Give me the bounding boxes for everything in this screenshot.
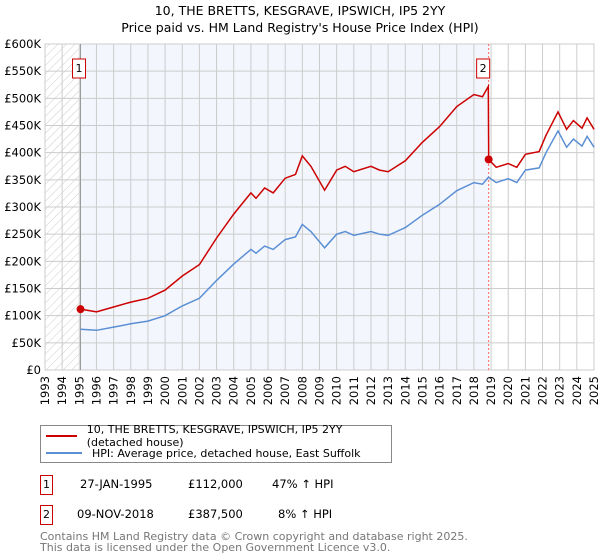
transaction-date: 27-JAN-1995	[80, 477, 153, 491]
x-tick-label: 1998	[124, 376, 138, 405]
x-tick-label: 2013	[381, 376, 395, 405]
x-tick-label: 2014	[398, 376, 412, 405]
property-price-line	[80, 83, 595, 313]
sale-point-2	[484, 155, 493, 164]
y-tick-label: £100K	[4, 309, 41, 323]
x-tick-label: 2012	[364, 376, 378, 405]
annotation-label-2: 2	[480, 62, 487, 75]
legend-label: HPI: Average price, detached house, East…	[92, 446, 361, 460]
x-tick-label: 2008	[295, 376, 309, 405]
x-tick-label: 1996	[89, 376, 103, 405]
y-tick-label: £200K	[4, 254, 41, 268]
x-tick-label: 2007	[278, 376, 292, 405]
y-tick-label: £500K	[4, 91, 41, 105]
footer-line: This data is licensed under the Open Gov…	[40, 541, 391, 554]
sale-point-1	[76, 305, 85, 314]
price-chart: 1993 1994 1995 1996 1997 1998 1999 2000 2001 2002…	[4, 37, 600, 405]
x-tick-label: 2024	[570, 376, 584, 405]
legend-swatch-red	[46, 435, 77, 437]
legend-item-property: 10, THE BRETTS, KESGRAVE, IPSWICH, IP5 2…	[41, 423, 391, 449]
chart-title: 10, THE BRETTS, KESGRAVE, IPSWICH, IP5 2…	[154, 3, 446, 18]
transaction-row: 1 27-JAN-1995 £112,000 47% ↑ HPI	[40, 475, 440, 495]
x-tick-label: 2011	[347, 376, 361, 405]
hpi-line	[80, 129, 595, 332]
y-tick-label: £150K	[4, 282, 41, 296]
y-tick-label: £550K	[4, 64, 41, 78]
x-tick-label: 2021	[518, 376, 532, 405]
y-tick-label: £350K	[4, 173, 41, 187]
chart-legend: 10, THE BRETTS, KESGRAVE, IPSWICH, IP5 2…	[40, 423, 392, 463]
annotation-label-1: 1	[76, 62, 83, 75]
x-tick-label: 2017	[450, 376, 464, 405]
legend-item-hpi: HPI: Average price, detached house, East…	[41, 445, 361, 461]
y-tick-label: £250K	[4, 227, 41, 241]
y-tick-label: £300K	[4, 200, 41, 214]
transaction-row: 2 09-NOV-2018 £387,500 8% ↑ HPI	[40, 505, 440, 525]
annotation-box-1	[72, 58, 87, 79]
x-tick-label: 2004	[227, 376, 241, 405]
x-tick-label: 2002	[192, 376, 206, 405]
y-tick-label: £400K	[4, 146, 41, 160]
transaction-price: £112,000	[188, 477, 243, 491]
transaction-date: 09-NOV-2018	[77, 507, 154, 521]
x-tick-label: 1994	[55, 376, 69, 405]
x-tick-label: 2018	[467, 376, 481, 405]
chart-subtitle: Price paid vs. HM Land Registry's House …	[121, 20, 479, 35]
x-tick-label: 2016	[433, 376, 447, 405]
x-tick-label: 2001	[175, 376, 189, 405]
y-tick-label: £600K	[4, 37, 41, 51]
footer: Contains HM Land Registry data © Crown c…	[40, 531, 468, 553]
x-tick-label: 2015	[415, 376, 429, 405]
x-tick-label: 2000	[158, 376, 172, 405]
transaction-price: £387,500	[188, 507, 243, 521]
x-tick-label: 1997	[107, 376, 121, 405]
plot-frame	[44, 43, 595, 371]
x-tick-label: 1995	[72, 376, 86, 405]
y-tick-label: £0	[26, 363, 41, 377]
x-tick-label: 2020	[501, 376, 515, 405]
annotation-box-2	[476, 58, 491, 79]
x-tick-label: 2010	[330, 376, 344, 405]
y-tick-label: £50K	[12, 336, 42, 350]
legend-swatch-blue	[46, 452, 82, 454]
transaction-hpi: 8% ↑ HPI	[278, 507, 333, 521]
transaction-hpi: 47% ↑ HPI	[272, 477, 334, 491]
transaction-badge: 2	[40, 505, 53, 525]
footer-line: Contains HM Land Registry data © Crown c…	[40, 530, 468, 543]
transaction-badge: 1	[40, 475, 53, 495]
x-tick-label: 2006	[261, 376, 275, 405]
legend-label: 10, THE BRETTS, KESGRAVE, IPSWICH, IP5 2…	[86, 423, 343, 449]
x-tick-label: 2003	[210, 376, 224, 405]
x-tick-label: 1993	[38, 376, 52, 405]
x-tick-label: 2025	[587, 376, 600, 405]
x-tick-label: 2023	[553, 376, 567, 405]
x-tick-label: 2005	[244, 376, 258, 405]
x-tick-label: 2009	[313, 376, 327, 405]
x-tick-label: 1999	[141, 376, 155, 405]
x-tick-label: 2019	[484, 376, 498, 405]
y-tick-label: £450K	[4, 119, 41, 133]
x-tick-label: 2022	[536, 376, 550, 405]
